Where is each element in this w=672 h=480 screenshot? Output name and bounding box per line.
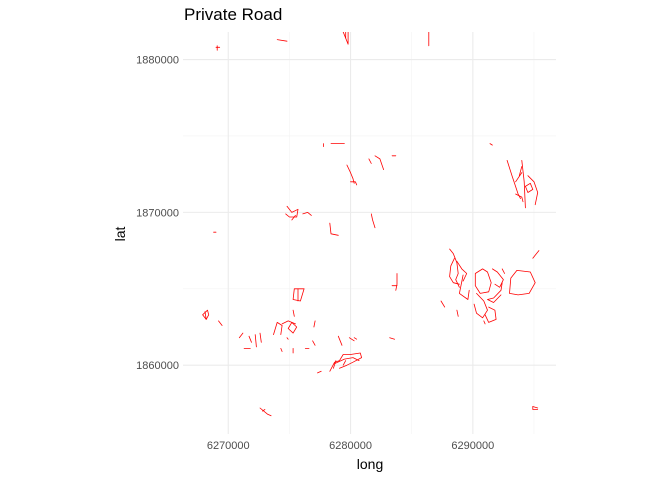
y-tick-label: 1860000 <box>136 360 179 372</box>
road-segment <box>334 357 360 365</box>
road-segment <box>204 311 207 320</box>
road-segment <box>259 332 262 343</box>
road-segment <box>487 282 503 303</box>
road-segment <box>281 320 296 325</box>
road-lines <box>202 32 540 417</box>
road-segment <box>532 406 539 409</box>
road-segment <box>348 337 355 342</box>
road-segment <box>292 288 305 302</box>
road-segment <box>389 337 395 340</box>
road-segment <box>238 332 244 339</box>
road-segment <box>449 257 460 285</box>
road-segment <box>292 309 295 317</box>
road-segment <box>280 348 283 352</box>
road-segment <box>501 268 505 274</box>
road-segment <box>509 270 536 296</box>
road-segment <box>248 335 252 343</box>
road-segment <box>532 406 539 410</box>
road-segment <box>346 164 355 184</box>
road-segment <box>333 360 337 369</box>
y-tick-label: 1870000 <box>136 207 179 219</box>
road-segment <box>329 222 339 236</box>
road-segment <box>302 212 312 216</box>
x-axis-ticks: 6270000 6280000 6290000 <box>207 440 494 452</box>
road-segment <box>317 370 322 374</box>
x-axis-title: long <box>357 456 383 472</box>
road-segment <box>291 215 296 221</box>
road-segment <box>202 309 210 320</box>
road-segment <box>262 409 266 412</box>
road-segment <box>518 166 523 177</box>
road-segment <box>342 32 349 45</box>
x-tick-label: 6280000 <box>329 440 372 452</box>
road-segment <box>368 158 372 164</box>
road-segment <box>483 320 486 325</box>
road-segment <box>449 248 460 288</box>
major-gridlines <box>183 32 556 434</box>
road-segment <box>218 320 223 326</box>
road-segment <box>532 250 540 259</box>
road-segment <box>440 300 446 308</box>
road-segment <box>515 193 524 203</box>
road-segment <box>276 39 288 42</box>
road-segment <box>287 322 298 334</box>
y-axis-ticks: 1860000 1870000 1880000 <box>136 55 179 373</box>
road-segment <box>456 260 468 282</box>
road-segment <box>350 181 358 186</box>
road-segment <box>285 205 299 218</box>
road-segment <box>515 172 523 183</box>
road-segment <box>506 160 521 199</box>
road-segment <box>374 155 384 170</box>
x-tick-label: 6270000 <box>207 440 250 452</box>
road-segment <box>353 337 358 340</box>
road-segment <box>484 306 497 323</box>
road-segment <box>273 322 283 335</box>
road-segment <box>342 360 347 366</box>
y-axis-title: lat <box>112 227 128 242</box>
minor-gridlines <box>183 32 556 434</box>
road-segment <box>459 274 470 300</box>
road-segment <box>313 320 316 328</box>
chart-title: Private Road <box>184 5 282 24</box>
x-tick-label: 6290000 <box>451 440 494 452</box>
road-segment <box>259 407 272 417</box>
road-segment <box>527 175 539 206</box>
road-segment <box>492 268 504 288</box>
road-segment <box>312 340 316 346</box>
road-segment <box>254 334 257 348</box>
road-segment <box>370 213 376 229</box>
road-segment <box>286 337 289 340</box>
road-segment <box>474 268 492 294</box>
road-segment <box>521 160 526 209</box>
road-segment <box>489 143 493 146</box>
y-tick-label: 1880000 <box>136 55 179 67</box>
road-segment <box>456 309 459 317</box>
road-segment <box>337 335 343 346</box>
road-segment <box>395 273 398 291</box>
road-segment <box>473 293 488 319</box>
road-segment <box>329 352 362 372</box>
road-segment <box>525 182 534 193</box>
